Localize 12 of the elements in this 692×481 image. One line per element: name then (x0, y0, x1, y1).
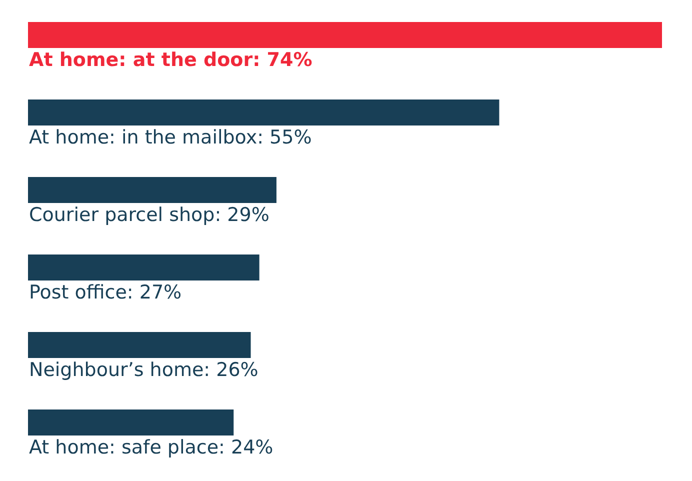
data-label: At home: at the door: 74% (29, 49, 312, 71)
bar (28, 332, 251, 358)
data-label: Courier parcel shop: 29% (29, 204, 270, 226)
bar (28, 22, 662, 48)
data-label: At home: safe place: 24% (29, 436, 274, 458)
data-label: Neighbour’s home: 26% (29, 359, 258, 381)
bar (28, 410, 234, 436)
bar (28, 100, 500, 126)
bar (28, 254, 260, 280)
data-label: At home: in the mailbox: 55% (29, 126, 312, 148)
bar (28, 177, 276, 203)
data-label: Post office: 27% (29, 282, 182, 304)
